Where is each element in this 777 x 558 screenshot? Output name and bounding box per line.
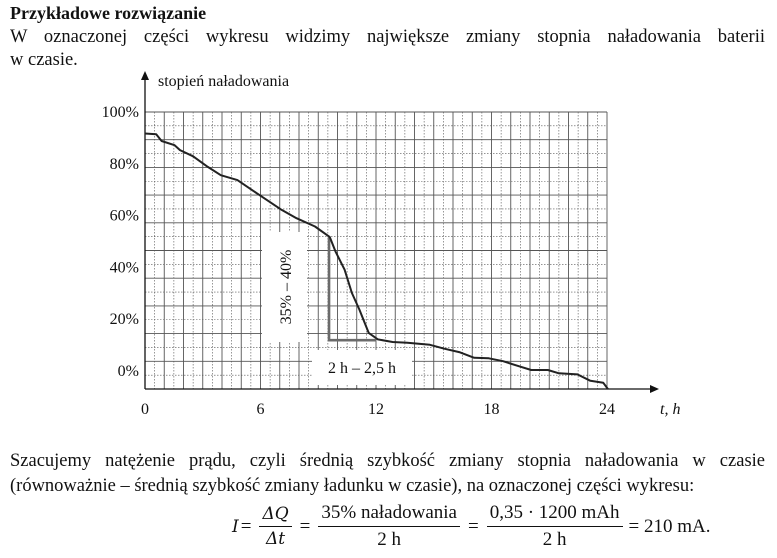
charge-curve: [144, 132, 609, 390]
horizontal-annotation-label: 2 h – 2,5 h: [328, 360, 396, 377]
y-tick-label: 100%: [102, 104, 139, 121]
y-tick-label: 60%: [110, 208, 139, 225]
section-title: Przykładowe rozwiązanie: [10, 3, 207, 23]
x-tick-label: 12: [368, 401, 384, 418]
formula-lhs: I: [232, 516, 239, 537]
fraction-numerator: 0,35 · 1200 mAh: [486, 502, 623, 527]
formula-eq-3: =: [467, 515, 479, 537]
fraction-denominator: 2 h: [377, 529, 402, 550]
x-tick-label: 6: [257, 401, 265, 418]
y-tick-label: 0%: [118, 363, 139, 380]
fraction-capacity-time: 0,35 · 1200 mAh 2 h: [486, 502, 623, 551]
y-tick-label: 80%: [110, 156, 139, 173]
explanation-line-1: Szacujemy natężenie prądu, czyli średnią…: [10, 451, 765, 471]
formula-eq-2: =: [299, 515, 311, 537]
fraction-denominator: 2 h: [542, 529, 567, 550]
fraction-denominator: Δt: [265, 529, 286, 549]
formula-result: = 210 mA.: [628, 515, 711, 537]
x-tick-label: 24: [599, 401, 615, 418]
horizontal-label-box: [312, 350, 412, 385]
vertical-annotation-label: 35% – 40%: [278, 250, 295, 325]
formula-eq-1: =: [240, 515, 252, 537]
fraction-charge-time: 35% naładowania 2 h: [318, 502, 460, 551]
y-axis-label: stopień naładowania: [158, 73, 289, 90]
y-tick-label: 20%: [110, 311, 139, 328]
x-tick-label: 0: [141, 401, 149, 418]
x-tick-label: 18: [484, 401, 500, 418]
y-tick-label: 40%: [110, 259, 139, 276]
intro-line-1: W oznaczonej części wykresu widzimy najw…: [10, 27, 765, 47]
x-axis-label: t, h: [660, 401, 680, 418]
intro-line-2: w czasie.: [10, 50, 78, 70]
explanation-line-2: (równoważnie – średnią szybkość zmiany ł…: [10, 476, 695, 496]
vertical-label-box: [262, 232, 307, 342]
y-axis-arrow-icon: [141, 71, 149, 80]
current-formula: I = ΔQ Δt = 35% naładowania 2 h = 0,35 ·…: [232, 502, 710, 551]
x-axis-arrow-icon: [650, 385, 659, 393]
fraction-dq-dt: ΔQ Δt: [259, 504, 292, 549]
fraction-numerator: 35% naładowania: [318, 502, 460, 527]
charge-change-marker: [327, 237, 376, 342]
fraction-numerator: ΔQ: [259, 504, 292, 527]
